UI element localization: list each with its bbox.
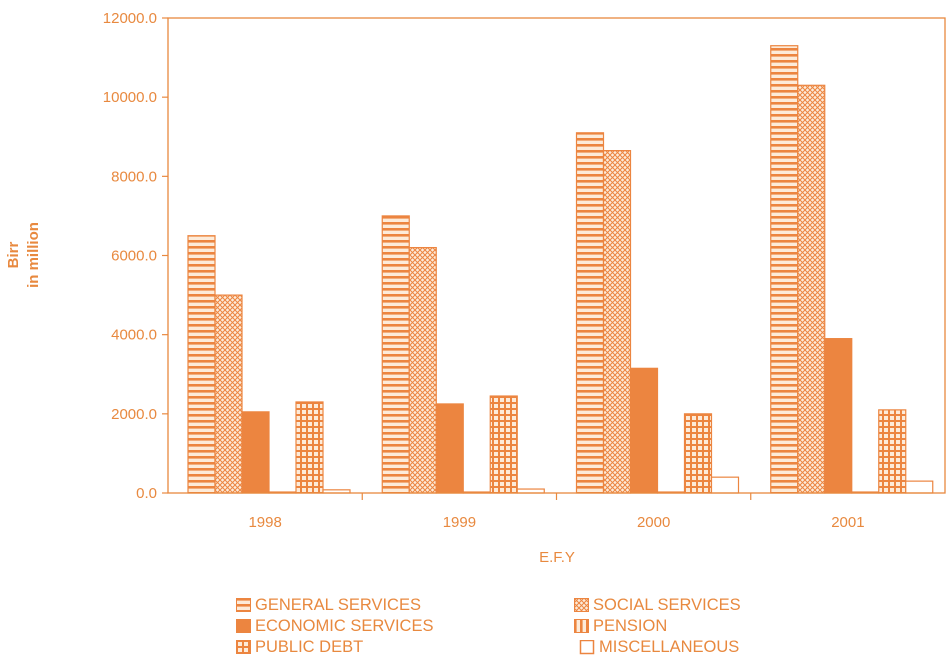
legend-swatch-public-debt [236, 640, 251, 654]
bar-miscellaneous-2001 [905, 480, 934, 494]
axes [162, 17, 946, 500]
legend-label-general-services: GENERAL SERVICES [255, 596, 421, 614]
legend-label-economic-services: ECONOMIC SERVICES [255, 617, 434, 635]
bar-general-services-2000 [575, 132, 605, 494]
legend-label-pension: PENSION [593, 617, 668, 635]
y-tick-label: 6000.0 [111, 248, 157, 265]
bar-miscellaneous-2000 [710, 476, 740, 494]
bar-economic-services-2001 [824, 338, 853, 494]
bar-chart: Birr in million 0.0 2000.0 4000.0 6000.0 800… [5, 10, 946, 566]
legend-swatch-miscellaneous [579, 640, 595, 655]
bar-public-debt-2001 [878, 409, 907, 494]
bar-economic-services-1999 [435, 403, 464, 494]
bar-general-services-1998 [187, 235, 216, 494]
y-tick-labels: 0.0 2000.0 4000.0 6000.0 8000.0 10000.0 12000.… [103, 10, 157, 502]
legend-item-general-services: GENERAL SERVICES [236, 595, 433, 616]
x-tick-label: 1999 [443, 514, 476, 531]
legend-item-economic-services: ECONOMIC SERVICES [236, 616, 433, 637]
y-tick-label: 0.0 [136, 485, 157, 502]
y-axis-title-line2: in million [25, 222, 42, 288]
y-tick-label: 4000.0 [111, 327, 157, 344]
legend-item-miscellaneous: MISCELLANEOUS [574, 637, 741, 658]
bar-public-debt-2000 [683, 413, 713, 494]
legend-item-social-services: SOCIAL SERVICES [574, 595, 741, 616]
y-tick-label: 12000.0 [103, 10, 157, 27]
bar-public-debt-1999 [489, 395, 518, 494]
bar-public-debt-1998 [295, 401, 324, 494]
bar-series [187, 45, 934, 494]
legend-label-social-services: SOCIAL SERVICES [593, 596, 741, 614]
y-axis-title: Birr in million [5, 222, 42, 288]
legend-swatch-social-services [574, 598, 589, 612]
bar-social-services-1999 [408, 246, 437, 494]
x-tick-label: 2000 [637, 514, 670, 531]
legend-swatch-economic-services [236, 619, 251, 633]
bar-social-services-2000 [602, 150, 632, 494]
x-tick-label: 1998 [248, 514, 281, 531]
legend-label-miscellaneous: MISCELLANEOUS [599, 638, 740, 656]
x-tick-labels: 1998 1999 2000 2001 [248, 514, 864, 531]
bar-economic-services-2000 [629, 367, 659, 494]
bar-economic-services-1998 [241, 411, 270, 494]
legend-item-public-debt: PUBLIC DEBT [236, 637, 433, 658]
bar-social-services-1998 [214, 294, 243, 494]
y-axis-title-line1: Birr [5, 242, 22, 269]
legend-swatch-general-services [236, 598, 251, 612]
bar-general-services-1999 [381, 215, 410, 494]
legend-item-pension: PENSION [574, 616, 741, 637]
bar-general-services-2001 [770, 45, 799, 494]
y-tick-label: 8000.0 [111, 168, 157, 185]
legend: GENERAL SERVICES ECONOMIC SERVICES PUBLI… [236, 595, 433, 658]
x-axis-title: E.F.Y [539, 549, 575, 566]
legend-label-public-debt: PUBLIC DEBT [255, 638, 364, 656]
y-tick-label: 2000.0 [111, 406, 157, 423]
x-tick-label: 2001 [831, 514, 864, 531]
legend-column-2: SOCIAL SERVICES PENSION MISCELLANEOUS [574, 595, 741, 658]
legend-swatch-pension [574, 619, 589, 633]
bar-social-services-2001 [797, 84, 826, 494]
y-tick-label: 10000.0 [103, 89, 157, 106]
